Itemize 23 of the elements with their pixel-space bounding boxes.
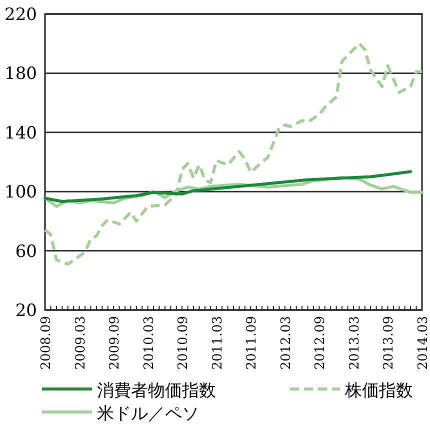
x-tick-label: 2013.03 <box>347 316 362 370</box>
x-tick-label: 2010.09 <box>176 316 192 370</box>
y-tick-label: 180 <box>4 64 37 84</box>
y-tick-label: 60 <box>15 242 37 262</box>
y-tick-label: 220 <box>4 5 37 25</box>
legend-label: 消費者物価指数 <box>97 381 216 401</box>
line-series <box>44 42 424 266</box>
x-tick-label: 2009.09 <box>108 316 123 370</box>
x-tick-label: 2011.03 <box>210 316 226 370</box>
x-tick-label: 2010.03 <box>142 316 157 370</box>
line-series <box>44 170 412 204</box>
x-tick-label: 2014.03 <box>416 316 430 370</box>
y-tick-label: 100 <box>4 182 37 203</box>
x-tick-label: 2008.09 <box>39 316 54 370</box>
y-tick-label: 20 <box>15 301 37 321</box>
x-tick-label: 2009.03 <box>73 316 88 370</box>
legend-label: 株価指数 <box>344 381 413 401</box>
legend-label: 米ドル／ペソ <box>97 404 199 424</box>
x-tick-label: 2013.09 <box>382 316 397 370</box>
x-tick-label: 2012.03 <box>278 316 294 370</box>
y-tick-label: 140 <box>4 123 37 144</box>
x-tick-label: 2012.09 <box>313 316 328 370</box>
x-tick-label: 2011.09 <box>244 316 260 370</box>
